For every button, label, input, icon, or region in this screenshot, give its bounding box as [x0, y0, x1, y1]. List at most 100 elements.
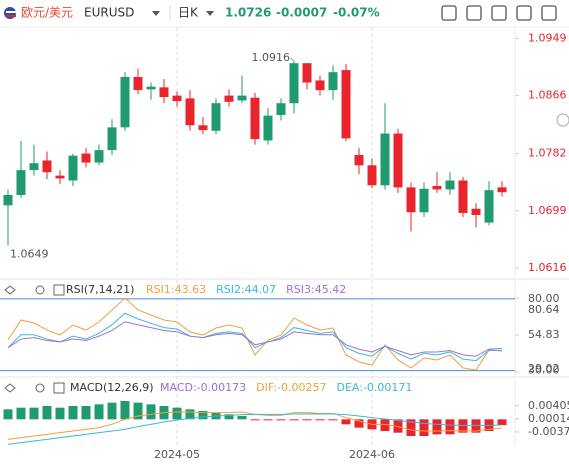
- indicator-title: RSI(7,14,21): [66, 283, 134, 296]
- y-tick-label: 30.00: [528, 364, 560, 377]
- histogram-bar: [42, 406, 52, 420]
- price-change: -0.0007: [276, 6, 327, 20]
- y-tick-label: 0.00405: [528, 399, 569, 412]
- candle-body: [55, 175, 65, 179]
- indicator-line: [7, 413, 503, 445]
- candle-body: [432, 185, 442, 190]
- candle-body: [302, 63, 312, 83]
- tool-button[interactable]: [491, 5, 507, 21]
- histogram-bar: [432, 419, 442, 435]
- symbol[interactable]: EURUSD: [84, 6, 134, 20]
- histogram-bar: [172, 407, 182, 420]
- indicator-line: [7, 312, 503, 362]
- histogram-bar: [55, 407, 65, 420]
- y-tick-label: 1.0699: [528, 204, 567, 217]
- histogram-bar: [3, 409, 13, 420]
- y-tick-label: 1.0866: [528, 89, 567, 102]
- histogram-bar: [289, 419, 299, 421]
- candle-body: [16, 170, 26, 195]
- histogram-bar: [393, 419, 403, 433]
- legend-entry: DEA:-0.00171: [337, 381, 413, 394]
- rsi-header: RSI(7,14,21): [4, 283, 134, 296]
- flag-stripe: [6, 11, 16, 13]
- candle-body: [133, 76, 143, 91]
- histogram-bar: [146, 404, 156, 420]
- histogram-bar: [133, 402, 143, 420]
- histogram-bar: [263, 419, 273, 421]
- histogram-bar: [354, 419, 364, 428]
- histogram-bar: [315, 419, 325, 421]
- histogram-bar: [419, 419, 429, 436]
- period[interactable]: 日K: [178, 6, 199, 20]
- histogram-bar: [276, 419, 286, 421]
- y-tick-label: -0.00377: [528, 425, 569, 438]
- candle-body: [237, 95, 247, 101]
- dropdown-arrow[interactable]: [206, 11, 214, 16]
- y-tick-label: 29.02: [528, 362, 560, 375]
- histogram-bar: [471, 419, 481, 433]
- indicator-title: MACD(12,26,9): [70, 381, 154, 394]
- price-change-pct: -0.07%: [333, 6, 380, 20]
- candle-body: [29, 163, 39, 171]
- histogram-bar: [445, 419, 455, 435]
- legend-entry: RSI2:44.07: [216, 283, 276, 296]
- candle-body: [315, 80, 325, 91]
- y-tick-label: 0.00014: [528, 412, 569, 425]
- histogram-bar: [497, 419, 507, 426]
- histogram-bar: [120, 401, 130, 420]
- histogram-bar: [406, 419, 416, 436]
- histogram-bar: [29, 407, 39, 420]
- candle-body: [328, 72, 338, 91]
- y-tick-label: 54.83: [528, 328, 560, 341]
- histogram-bar: [380, 419, 390, 431]
- settings-icon[interactable]: [35, 285, 45, 295]
- candle-body: [172, 95, 182, 102]
- candle-body: [159, 87, 169, 97]
- add-icon[interactable]: [53, 382, 65, 394]
- histogram-bar: [107, 402, 117, 420]
- eye-icon[interactable]: [4, 383, 16, 393]
- scroll-button[interactable]: [556, 113, 569, 127]
- add-icon[interactable]: [53, 284, 65, 296]
- candle-body: [458, 180, 468, 213]
- candle-body: [68, 155, 78, 181]
- histogram-bar: [81, 406, 91, 420]
- min-annotation: 1.0649: [10, 247, 49, 260]
- histogram-bar: [198, 411, 208, 420]
- y-tick-label: 1.0616: [528, 261, 567, 274]
- candle-body: [471, 208, 481, 215]
- legend-entry: RSI3:45.42: [286, 283, 346, 296]
- candle-body: [406, 187, 416, 213]
- candle-body: [484, 190, 494, 223]
- candle-body: [94, 150, 104, 163]
- histogram-bar: [237, 416, 247, 420]
- candle-body: [3, 194, 13, 206]
- tool-button[interactable]: [466, 5, 482, 21]
- candle-body: [81, 153, 91, 163]
- tool-button[interactable]: [516, 5, 532, 21]
- candle-body: [211, 103, 221, 131]
- tool-button[interactable]: [541, 5, 557, 21]
- x-tick-label: 2024-05: [154, 448, 200, 461]
- tool-button[interactable]: [441, 5, 457, 21]
- candle-body: [367, 165, 377, 186]
- settings-icon[interactable]: [35, 383, 45, 393]
- candle-body: [380, 133, 390, 186]
- histogram-bar: [341, 419, 351, 425]
- eye-icon[interactable]: [4, 285, 16, 295]
- candle-body: [276, 103, 286, 115]
- dropdown-arrow[interactable]: [152, 11, 160, 16]
- pair-name[interactable]: 欧元/美元: [21, 6, 73, 20]
- candle-body: [497, 187, 507, 193]
- candle-body: [354, 154, 364, 166]
- candle-body: [224, 95, 234, 102]
- y-tick-label: 80.00: [528, 292, 560, 305]
- histogram-bar: [250, 419, 260, 421]
- candle-body: [185, 98, 195, 126]
- macd-header: MACD(12,26,9): [4, 381, 154, 394]
- max-annotation: 1.0916: [252, 51, 291, 64]
- candle-body: [341, 70, 351, 139]
- candle-body: [445, 180, 455, 190]
- candle-body: [419, 188, 429, 213]
